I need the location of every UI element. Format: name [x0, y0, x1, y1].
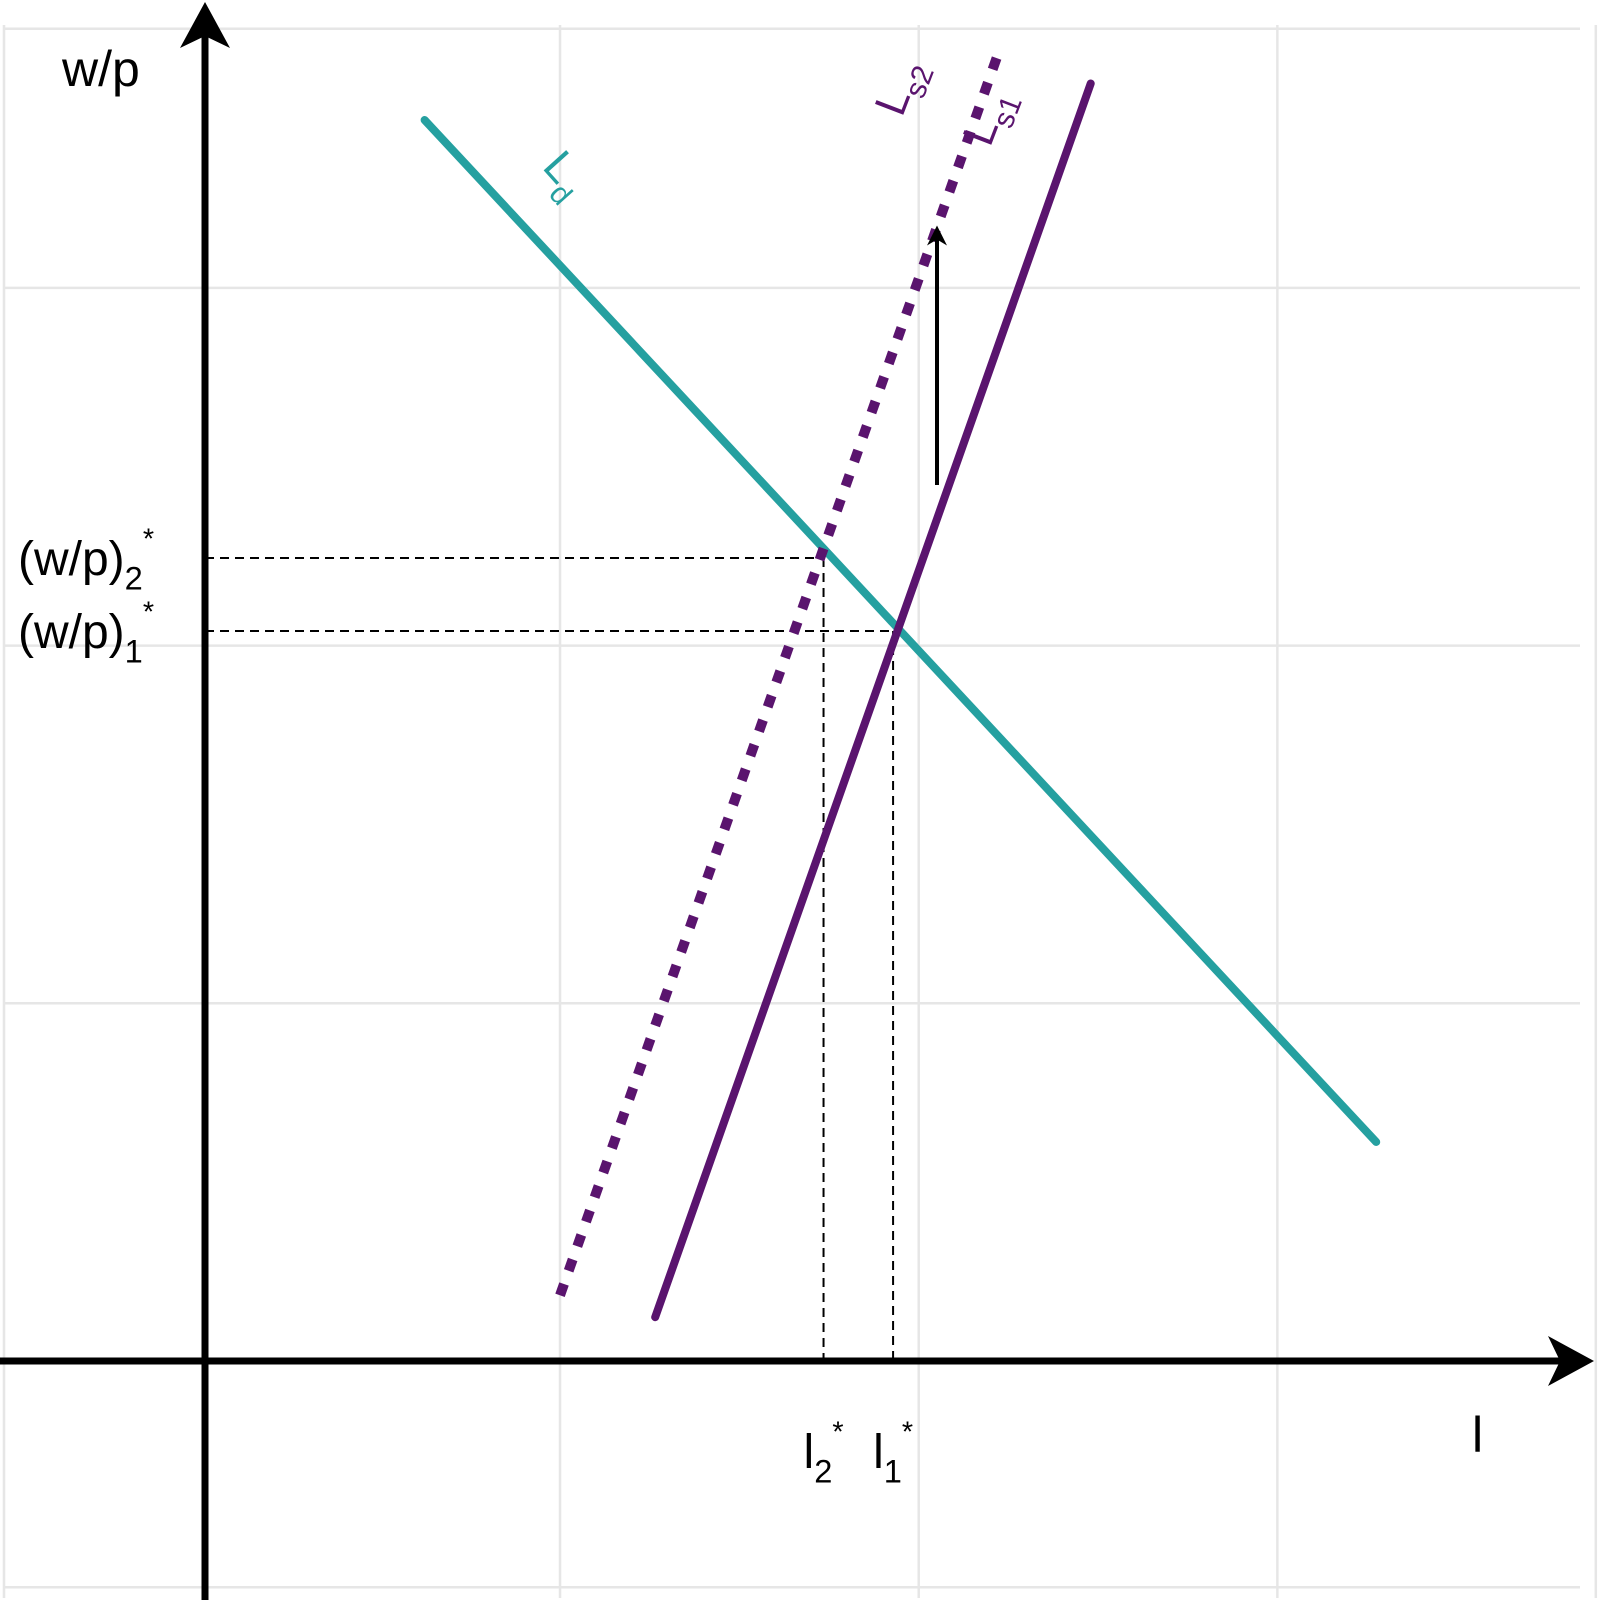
y-axis-label: w/p — [61, 41, 140, 97]
curve-label-text: Ls1 — [954, 82, 1029, 156]
curve-l-s1 — [651, 79, 1095, 1322]
curve-label-text: Ld — [526, 142, 598, 212]
y-tick-label-2: (w/p)2* — [18, 524, 154, 597]
y-axis-arrowhead — [180, 2, 230, 48]
curve-label-l-s1: Ls1 — [954, 82, 1029, 156]
x-axis-arrowhead — [1548, 1336, 1594, 1386]
y-tick-label-1: (w/p)1* — [18, 597, 154, 670]
curve-label-text: Ls2 — [866, 52, 941, 126]
x-axis-label: l — [1472, 1407, 1483, 1463]
curve-l-s2 — [555, 48, 1004, 1297]
curves — [420, 48, 1381, 1322]
x-tick-label-2: l2* — [804, 1417, 844, 1490]
curve-label-l-d: Ld — [526, 142, 598, 212]
x-tick-label-1: l1* — [873, 1417, 913, 1490]
equilibrium-guides — [205, 557, 895, 1361]
curve-label-l-s2: Ls2 — [866, 52, 941, 126]
